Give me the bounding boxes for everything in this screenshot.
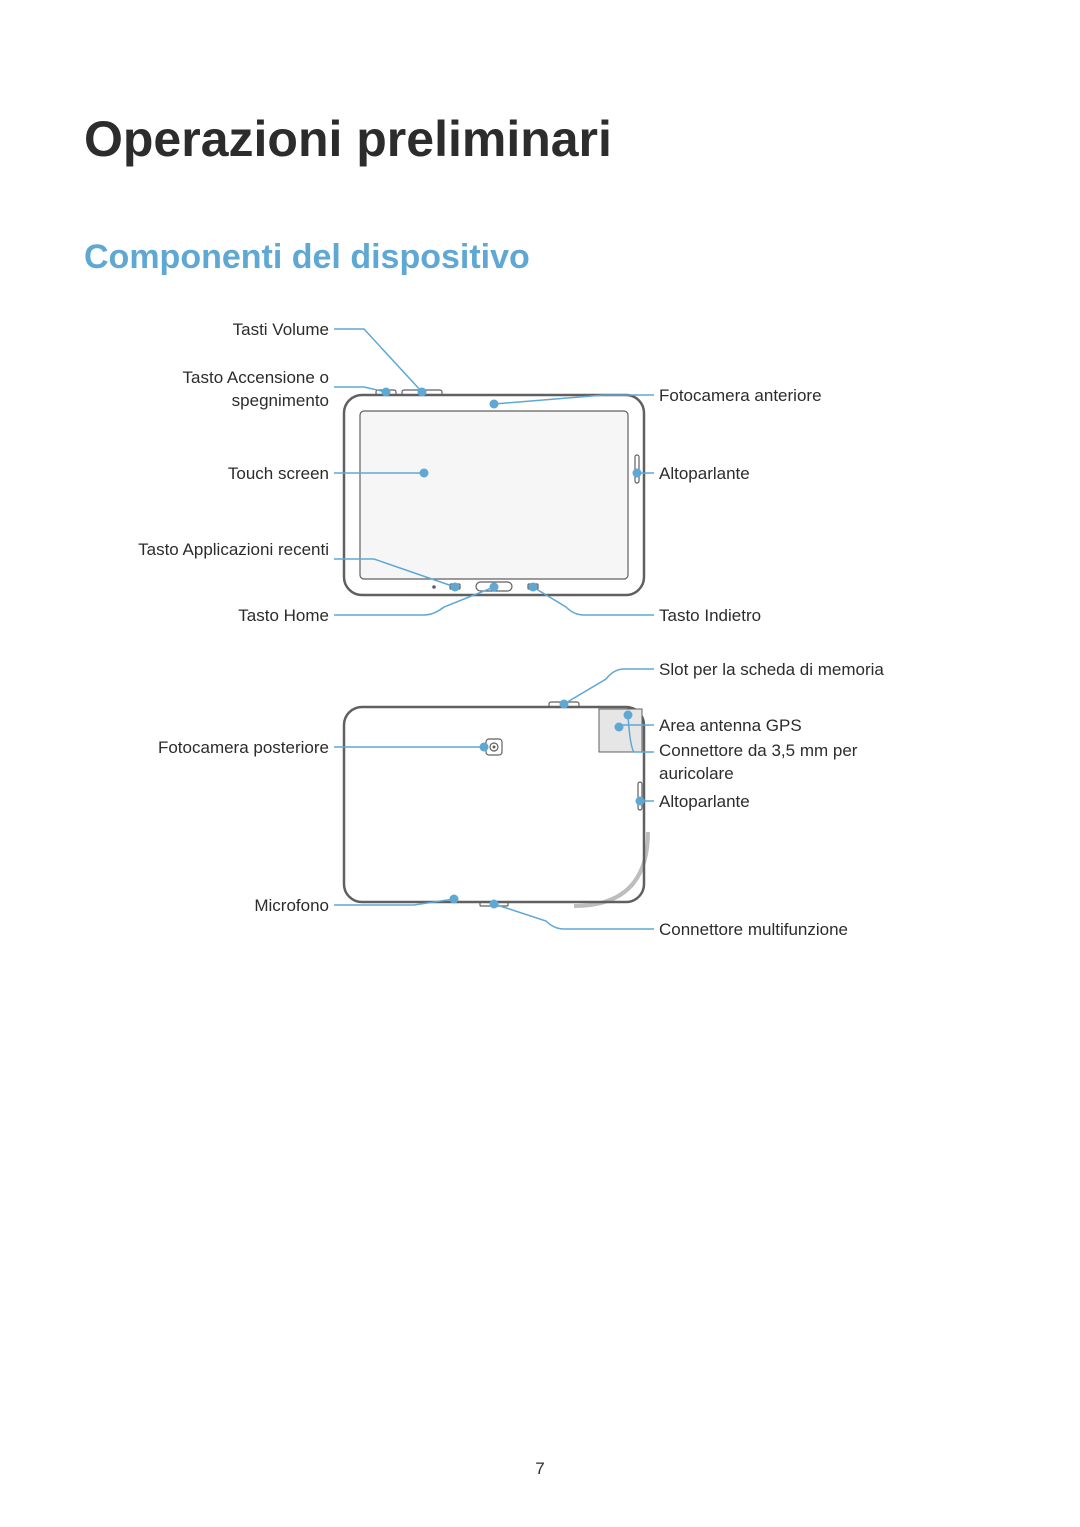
page-title: Operazioni preliminari	[84, 110, 996, 168]
page-number: 7	[0, 1459, 1080, 1479]
section-title: Componenti del dispositivo	[84, 238, 996, 277]
device-diagram: Tasti Volume Tasto Accensione o spegnime…	[84, 307, 996, 1007]
diagram-svg	[84, 307, 996, 1007]
